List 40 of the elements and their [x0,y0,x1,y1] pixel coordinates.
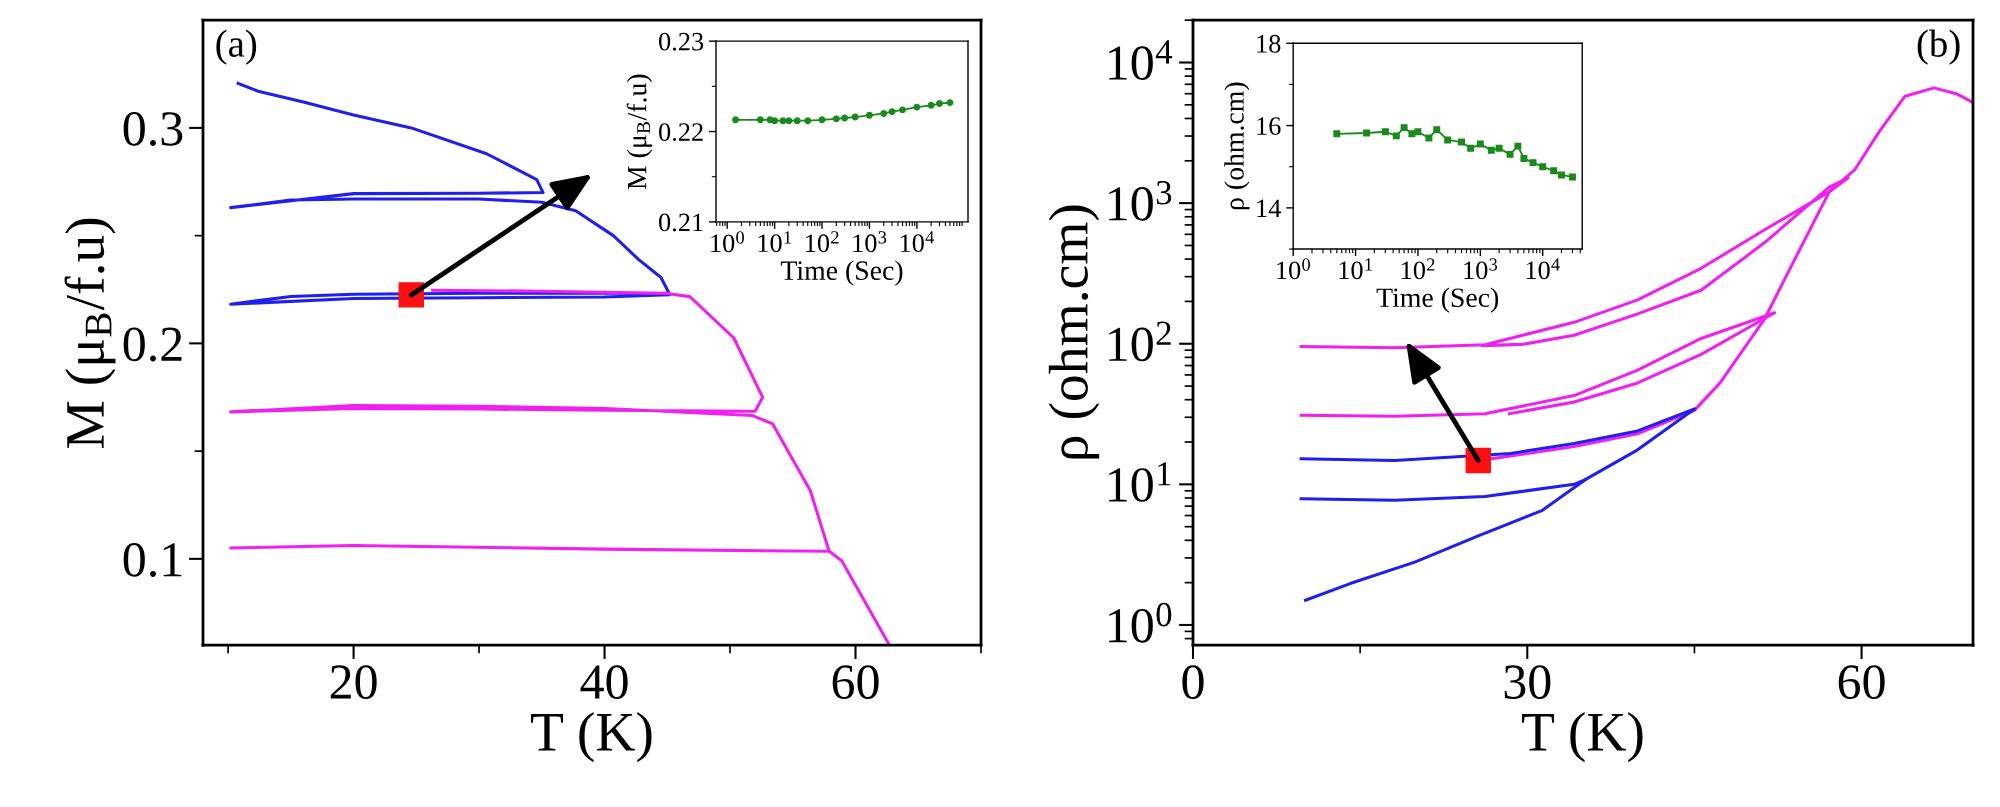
x-tick-label: 10$^{0}$ [1277,258,1310,280]
y-axis-title: ρ (ohm.cm) [1048,205,1100,459]
y-axis-title: M (μ$_{B}$/f.u) [64,218,116,448]
annotation: (b) [1917,29,1960,65]
x-tick-label: 20 [330,665,377,699]
y-tick-label: 0.22 [659,123,703,142]
y-tick-label: 10$^{2}$ [1109,321,1171,362]
x-tick-label: 10$^{4}$ [900,231,935,253]
y-tick-label: 0.1 [123,542,182,577]
x-axis-title: Time (Sec) [1376,287,1499,313]
x-tick-label: 10$^{2}$ [1401,258,1435,280]
x-tick-label: 30 [1504,665,1551,699]
x-tick-label: 0 [1182,665,1204,699]
x-axis-title: Time (Sec) [780,260,903,286]
y-tick-label: 0.2 [123,327,182,362]
x-tick-label: 40 [580,665,628,699]
x-tick-label: 10$^{3}$ [1464,258,1498,280]
annotation: (a) [216,29,257,65]
x-axis-title: T (K) [531,711,652,763]
y-tick-label: 10$^{1}$ [1109,462,1171,502]
y-tick-label: 0.23 [659,32,704,51]
y-tick-label: 0.3 [123,112,183,146]
y-tick-label: 14 [1257,199,1281,218]
y-tick-label: 10$^{3}$ [1109,180,1172,221]
x-tick-label: 60 [832,665,879,699]
y-tick-label: 0.21 [659,213,703,232]
x-tick-label: 10$^{0}$ [711,231,745,253]
x-tick-label: 10$^{2}$ [806,231,839,253]
x-tick-label: 10$^{4}$ [1526,258,1560,280]
x-tick-label: 10$^{3}$ [853,231,887,253]
x-tick-label: 60 [1838,665,1885,699]
x-tick-label: 10$^{1}$ [758,231,792,253]
x-tick-label: 10$^{1}$ [1339,258,1372,280]
y-tick-label: 16 [1257,117,1281,135]
y-axis-title: M (μ$_{B}$/f.u) [626,74,653,190]
y-tick-label: 18 [1257,34,1281,53]
y-tick-label: 10$^{4}$ [1109,40,1173,80]
y-tick-label: 10$^{0}$ [1109,602,1172,643]
y-axis-title: ρ (ohm.cm) [1224,82,1250,210]
x-axis-title: T (K) [1522,711,1643,763]
